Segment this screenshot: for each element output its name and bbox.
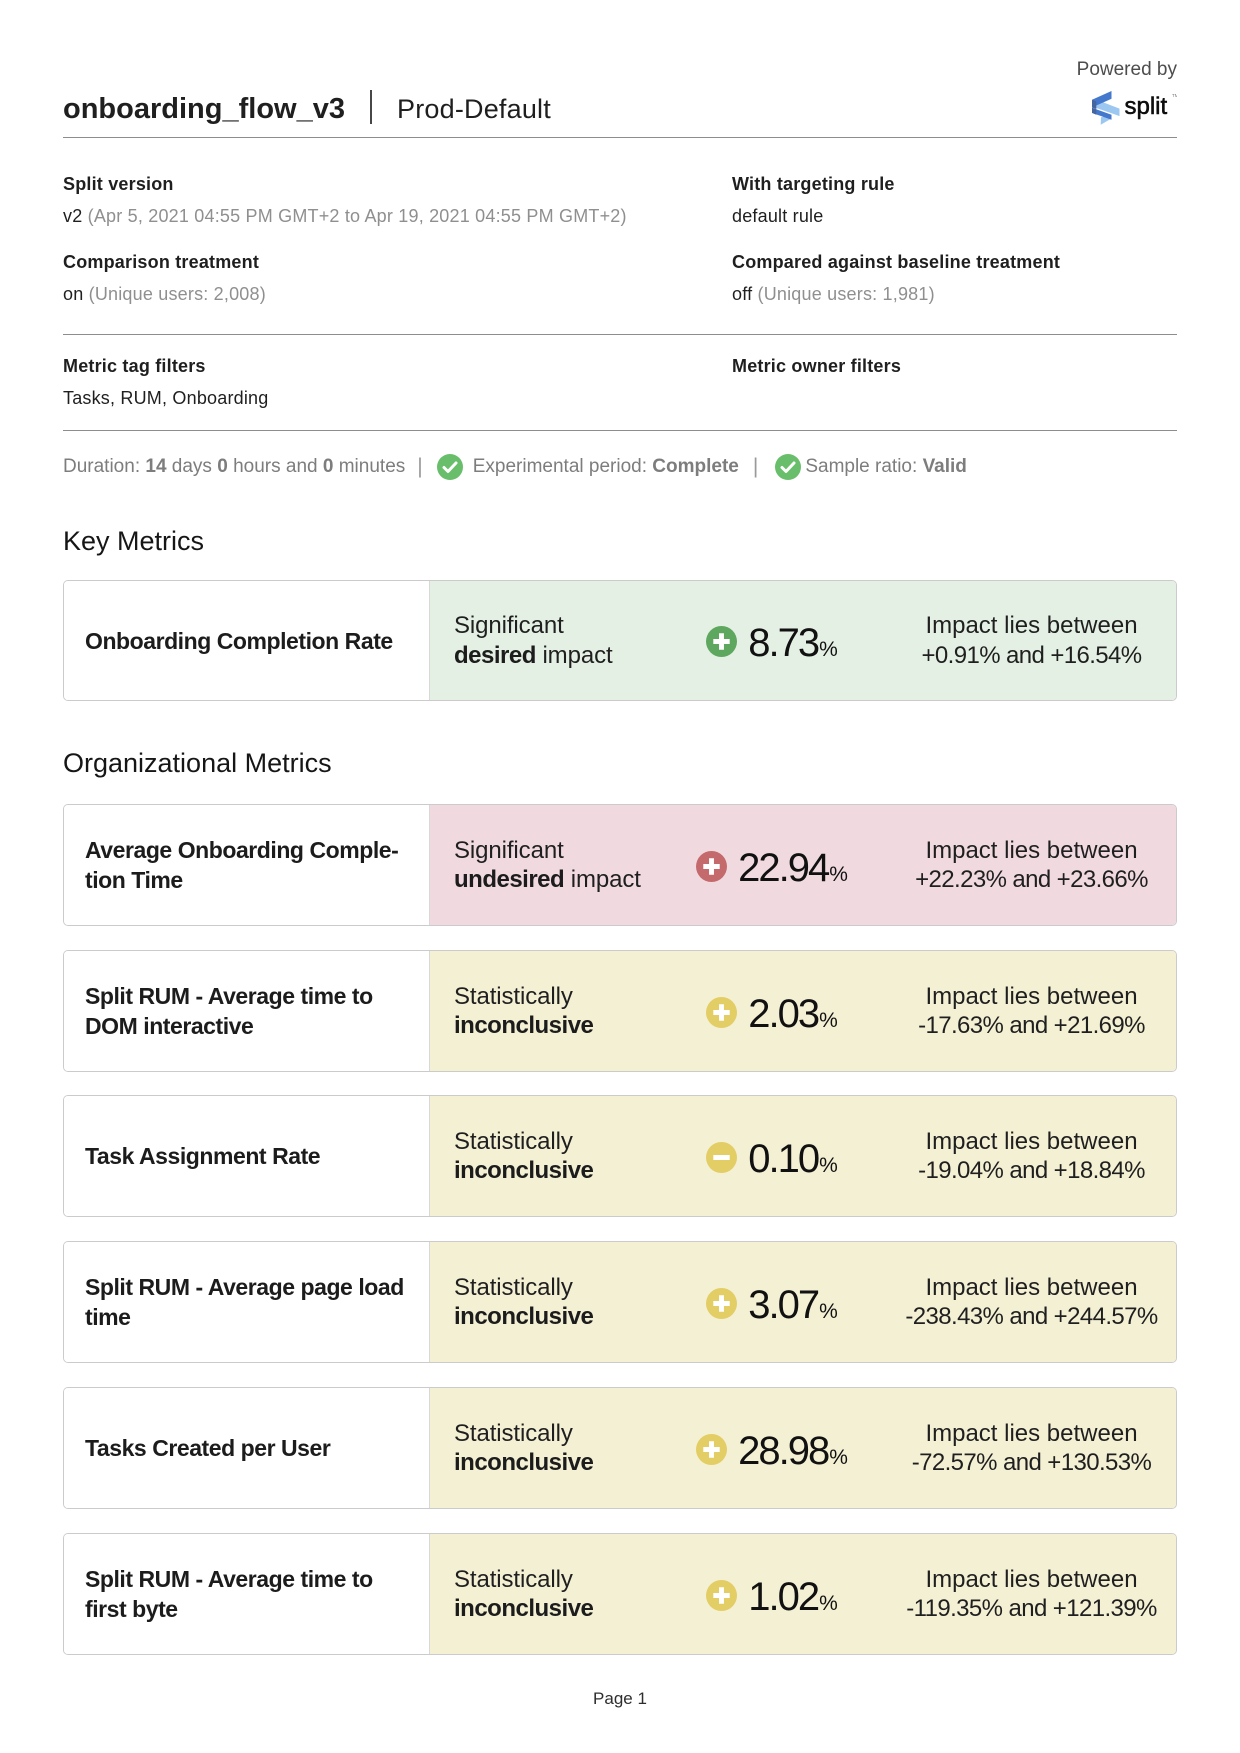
svg-text:TM: TM	[1172, 93, 1177, 98]
svg-text:split: split	[1125, 93, 1168, 120]
